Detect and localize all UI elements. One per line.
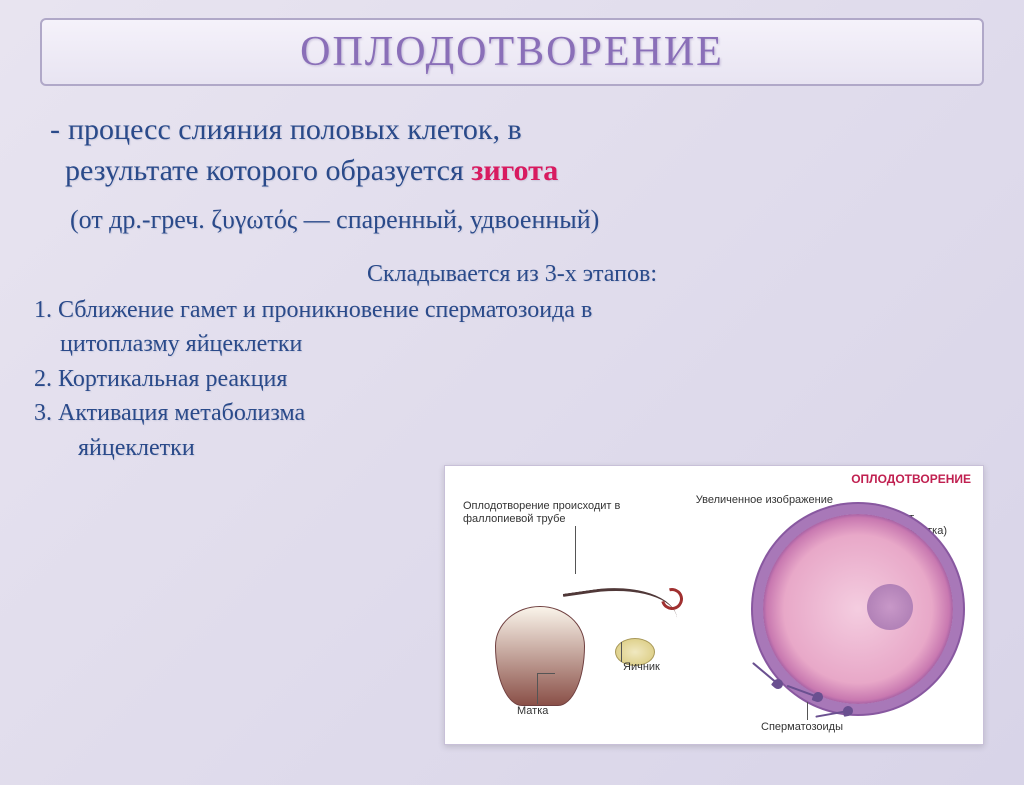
leader-line xyxy=(537,673,555,674)
label-uterus: Матка xyxy=(517,705,548,718)
uterus-illustration xyxy=(465,566,645,716)
definition-line1: процесс слияния половых клеток, в xyxy=(68,113,522,146)
label-fallopian-tube: Оплодотворение происходит в фаллопиевой … xyxy=(463,500,643,526)
definition-block: -процесс слияния половых клеток, в резул… xyxy=(50,110,974,191)
stage-3-line-a: 3. Активация метаболизма xyxy=(34,397,974,429)
page-title: ОПЛОДОТВОРЕНИЕ xyxy=(62,28,962,76)
fertilization-diagram: ОПЛОДОТВОРЕНИЕ Оплодотворение происходит… xyxy=(444,465,984,745)
label-ovary: Яичник xyxy=(623,661,660,674)
stage-3-line-b: яйцеклетки xyxy=(34,432,974,464)
leader-line xyxy=(807,702,808,720)
stage-1-line-b: цитоплазму яйцеклетки xyxy=(34,328,974,360)
etymology: (от др.-греч. ζυγωτός — спаренный, удвое… xyxy=(70,205,974,235)
sperm-icon xyxy=(842,705,854,717)
leader-line xyxy=(537,674,538,704)
oocyte-icon xyxy=(763,514,953,704)
stage-2: 2. Кортикальная реакция xyxy=(34,363,974,395)
zygote-term: зигота xyxy=(471,154,558,187)
fallopian-tube-icon xyxy=(563,579,677,634)
dash: - xyxy=(50,113,60,146)
stages-intro: Складывается из 3-х этапов: xyxy=(0,261,1024,288)
leader-line xyxy=(621,642,622,662)
stage-1-line-a: 1. Сближение гамет и проникновение сперм… xyxy=(34,294,974,326)
sperm-icon xyxy=(771,677,785,691)
label-tube-l1: Оплодотворение происходит в xyxy=(463,500,620,512)
stages-list: 1. Сближение гамет и проникновение сперм… xyxy=(34,294,974,464)
title-bar: ОПЛОДОТВОРЕНИЕ xyxy=(40,18,984,86)
definition-line2-pre: результате которого образуется xyxy=(65,154,471,187)
label-sperm: Сперматозоиды xyxy=(761,721,843,734)
diagram-title: ОПЛОДОТВОРЕНИЕ xyxy=(851,472,971,486)
label-enlarged: Увеличенное изображение xyxy=(696,494,833,507)
label-tube-l2: фаллопиевой трубе xyxy=(463,513,565,525)
